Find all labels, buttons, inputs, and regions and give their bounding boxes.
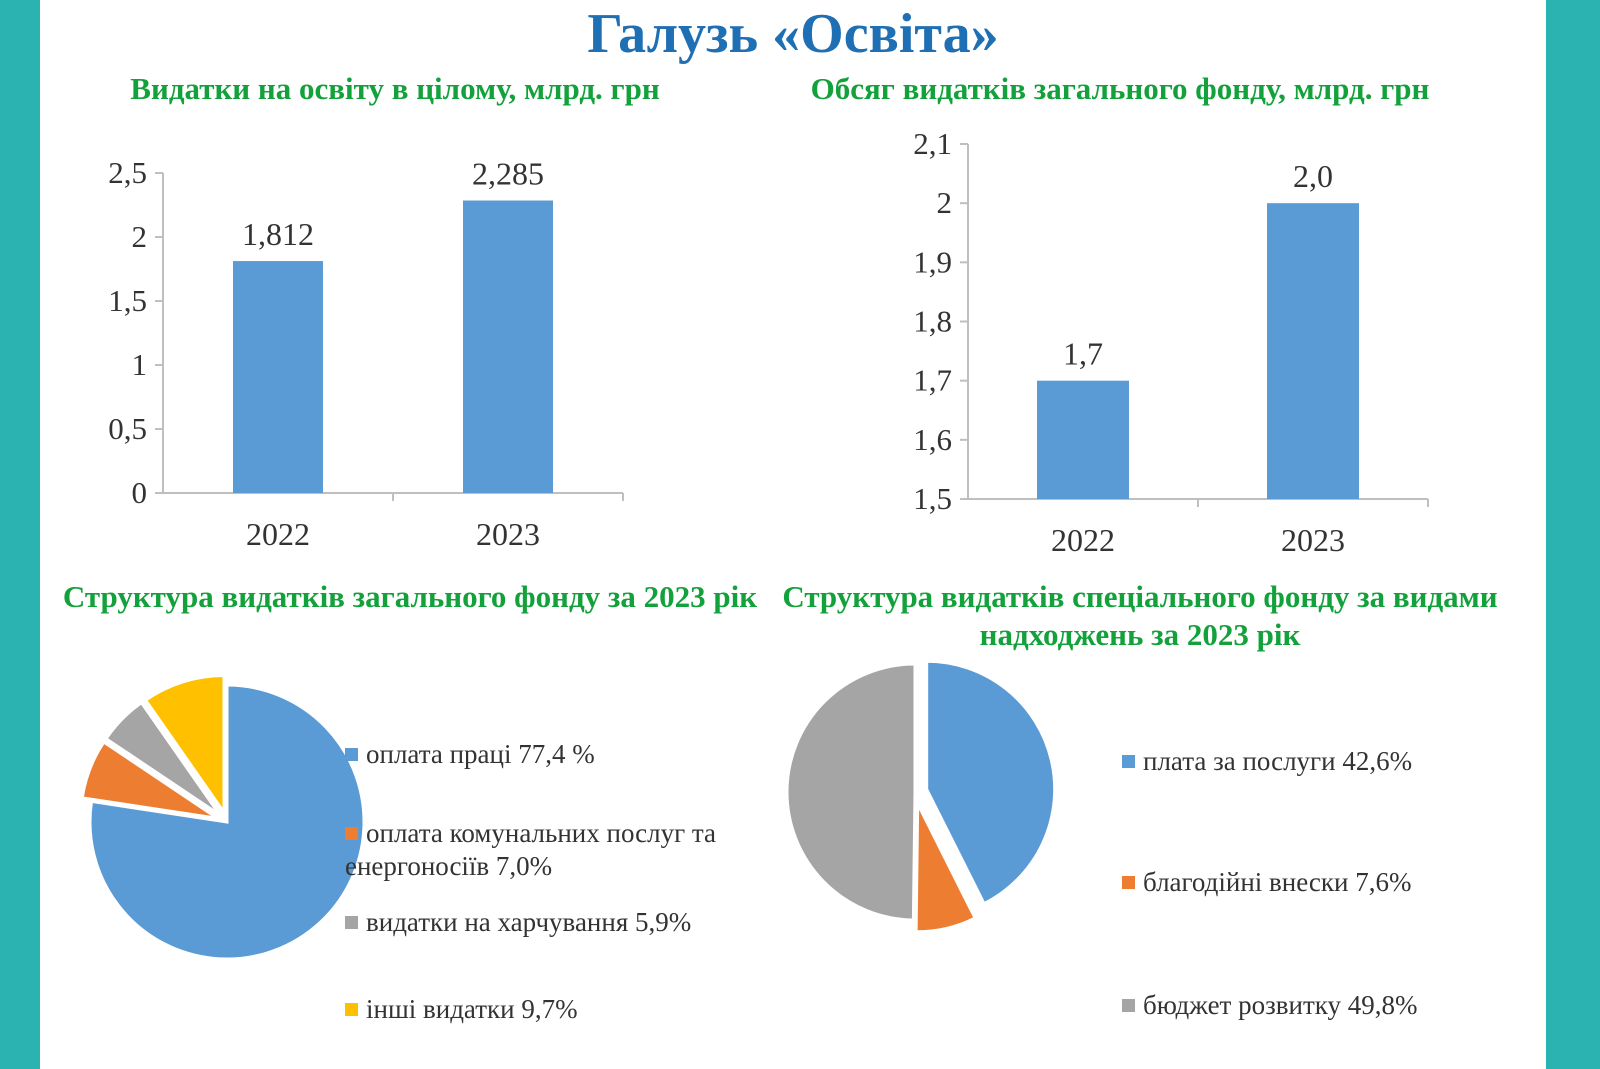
legend-label: бюджет розвитку 49,8% — [1143, 990, 1418, 1020]
legend-swatch — [1122, 755, 1135, 768]
c1-y-tick-label: 0 — [132, 475, 148, 510]
legend-swatch — [345, 748, 358, 761]
c2-data-label-2023: 2,0 — [1293, 158, 1333, 194]
legend-label: благодійні внески 7,6% — [1143, 867, 1412, 897]
legend-item: інші видатки 9,7% — [345, 993, 795, 1026]
bar-chart-total-expenditure: 0 0,5 1 1,5 2 2,5 1,812 2022 2,285 2023 1,5 1,6 1,7 1… — [80, 126, 1429, 961]
legend-label: плата за послуги 42,6% — [1143, 746, 1413, 776]
chart3-title: Структура видатків загального фонду за 2… — [62, 579, 758, 614]
page-title: Галузь «Освіта» — [587, 3, 999, 65]
c1-data-label-2023: 2,285 — [472, 156, 544, 192]
legend-swatch — [1122, 876, 1135, 889]
c2-y-tick-label: 1,9 — [913, 244, 952, 279]
pie4-slice-2 — [785, 662, 917, 922]
c2-y-tick-label: 1,8 — [913, 304, 952, 339]
c1-bar-2023 — [463, 200, 553, 493]
legend-item: оплата праці 77,4 % — [345, 738, 795, 771]
legend-label: оплата праці 77,4 % — [366, 739, 595, 769]
chart2-title: Обсяг видатків загального фонду, млрд. г… — [810, 71, 1430, 106]
c2-y-tick-label: 1,5 — [913, 481, 952, 516]
c2-y-tick-label: 1,6 — [913, 422, 952, 457]
pie4-slice-0 — [925, 659, 1057, 906]
c2-bar-2023 — [1267, 203, 1359, 499]
legend-swatch — [345, 916, 358, 929]
legend-label: видатки на харчування 5,9% — [366, 907, 692, 937]
legend-item: благодійні внески 7,6% — [1122, 866, 1522, 899]
c2-y-tick-label: 2,1 — [913, 126, 952, 161]
pie3-slice-2 — [103, 700, 222, 817]
c1-y-tick-label: 1 — [132, 347, 148, 382]
legend-swatch — [345, 1003, 358, 1016]
c1-x-tick-label-2022: 2022 — [246, 516, 310, 552]
pie4-slice-1 — [914, 803, 978, 934]
c1-data-label-2022: 1,812 — [242, 216, 314, 252]
legend-item: видатки на харчування 5,9% — [345, 906, 795, 939]
pie3-slice-1 — [80, 740, 219, 820]
c2-x-tick-label-2022: 2022 — [1051, 522, 1115, 558]
c2-bar-2022 — [1037, 380, 1129, 499]
legend-swatch — [1122, 999, 1135, 1012]
c1-y-tick-label: 2,5 — [108, 155, 147, 190]
slide: Галузь «Освіта» Видатки на освіту в ціло… — [40, 0, 1546, 1069]
legend-label: оплата комунальних послуг та енергоносії… — [345, 818, 717, 881]
c1-x-tick-label-2023: 2023 — [476, 516, 540, 552]
c1-y-tick-label: 2 — [132, 219, 148, 254]
legend-item: оплата комунальних послуг та енергоносії… — [345, 817, 795, 883]
legend-swatch — [345, 827, 358, 840]
c2-data-label-2022: 1,7 — [1063, 336, 1103, 372]
chart4-title: Структура видатків спеціального фонду за… — [782, 579, 1498, 652]
c2-y-tick-label: 2 — [937, 185, 953, 220]
legend-item: плата за послуги 42,6% — [1122, 745, 1522, 778]
chart1-title: Видатки на освіту в цілому, млрд. грн — [130, 71, 660, 106]
c2-x-tick-label-2023: 2023 — [1281, 522, 1345, 558]
c1-bar-2022 — [233, 261, 323, 493]
legend-label: інші видатки 9,7% — [366, 994, 578, 1024]
legend-item: бюджет розвитку 49,8% — [1122, 989, 1522, 1022]
c1-y-tick-label: 1,5 — [108, 283, 147, 318]
pie3-slice-3 — [143, 673, 226, 818]
pie3-slice-0 — [88, 683, 366, 961]
c1-y-tick-label: 0,5 — [108, 411, 147, 446]
c2-y-tick-label: 1,7 — [913, 363, 952, 398]
